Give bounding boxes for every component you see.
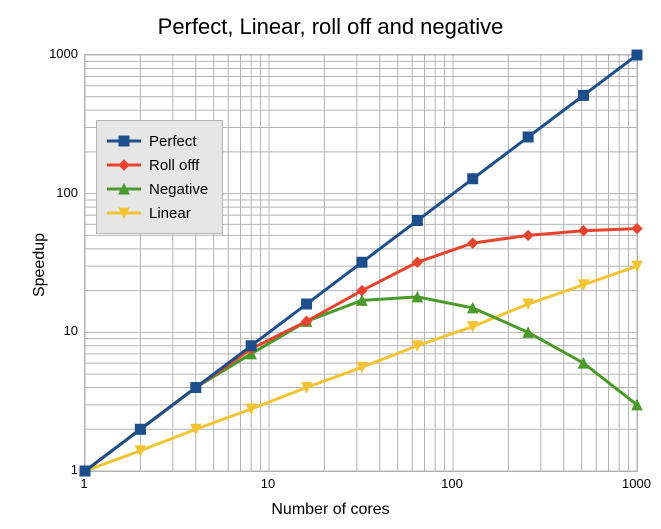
marker-perfect [468, 174, 478, 184]
legend-swatch-linear [107, 203, 141, 223]
marker-perfect [412, 216, 422, 226]
legend-swatch-perfect [107, 131, 141, 151]
chart-container: Perfect, Linear, roll off and negative S… [0, 0, 661, 529]
marker-perfect [579, 90, 589, 100]
legend-item-perfect: Perfect [107, 129, 208, 153]
legend: Perfect Roll offf Negative Linear [96, 120, 223, 234]
marker-perfect [246, 341, 256, 351]
legend-swatch-rolloff [107, 155, 141, 175]
x-tick-label: 1000 [622, 476, 650, 491]
y-tick-label: 10 [64, 323, 78, 338]
marker-rolloff [468, 238, 478, 248]
marker-perfect [80, 466, 90, 476]
y-tick-label: 100 [56, 185, 78, 200]
legend-label-negative: Negative [149, 181, 208, 198]
legend-item-negative: Negative [107, 177, 208, 201]
marker-perfect [302, 299, 312, 309]
plot-area [84, 54, 638, 472]
y-tick-label: 1000 [49, 46, 78, 61]
marker-perfect [523, 132, 533, 142]
marker-rolloff [523, 230, 533, 240]
legend-swatch-negative [107, 179, 141, 199]
legend-item-rolloff: Roll offf [107, 153, 208, 177]
marker-rolloff [632, 224, 642, 234]
marker-perfect [632, 50, 642, 60]
x-tick-label: 10 [254, 476, 282, 491]
legend-label-perfect: Perfect [149, 133, 197, 150]
marker-rolloff [579, 226, 589, 236]
legend-item-linear: Linear [107, 201, 208, 225]
legend-label-linear: Linear [149, 205, 191, 222]
series-negative [80, 292, 642, 476]
marker-perfect [135, 424, 145, 434]
series-perfect [80, 50, 642, 476]
marker-perfect [357, 257, 367, 267]
x-axis-label: Number of cores [0, 501, 661, 519]
marker-perfect [191, 383, 201, 393]
chart-title: Perfect, Linear, roll off and negative [0, 14, 661, 40]
y-tick-label: 1 [71, 462, 78, 477]
legend-label-rolloff: Roll offf [149, 157, 199, 174]
y-axis-label: Speedup [31, 232, 49, 296]
x-tick-label: 1 [70, 476, 98, 491]
x-tick-label: 100 [438, 476, 466, 491]
